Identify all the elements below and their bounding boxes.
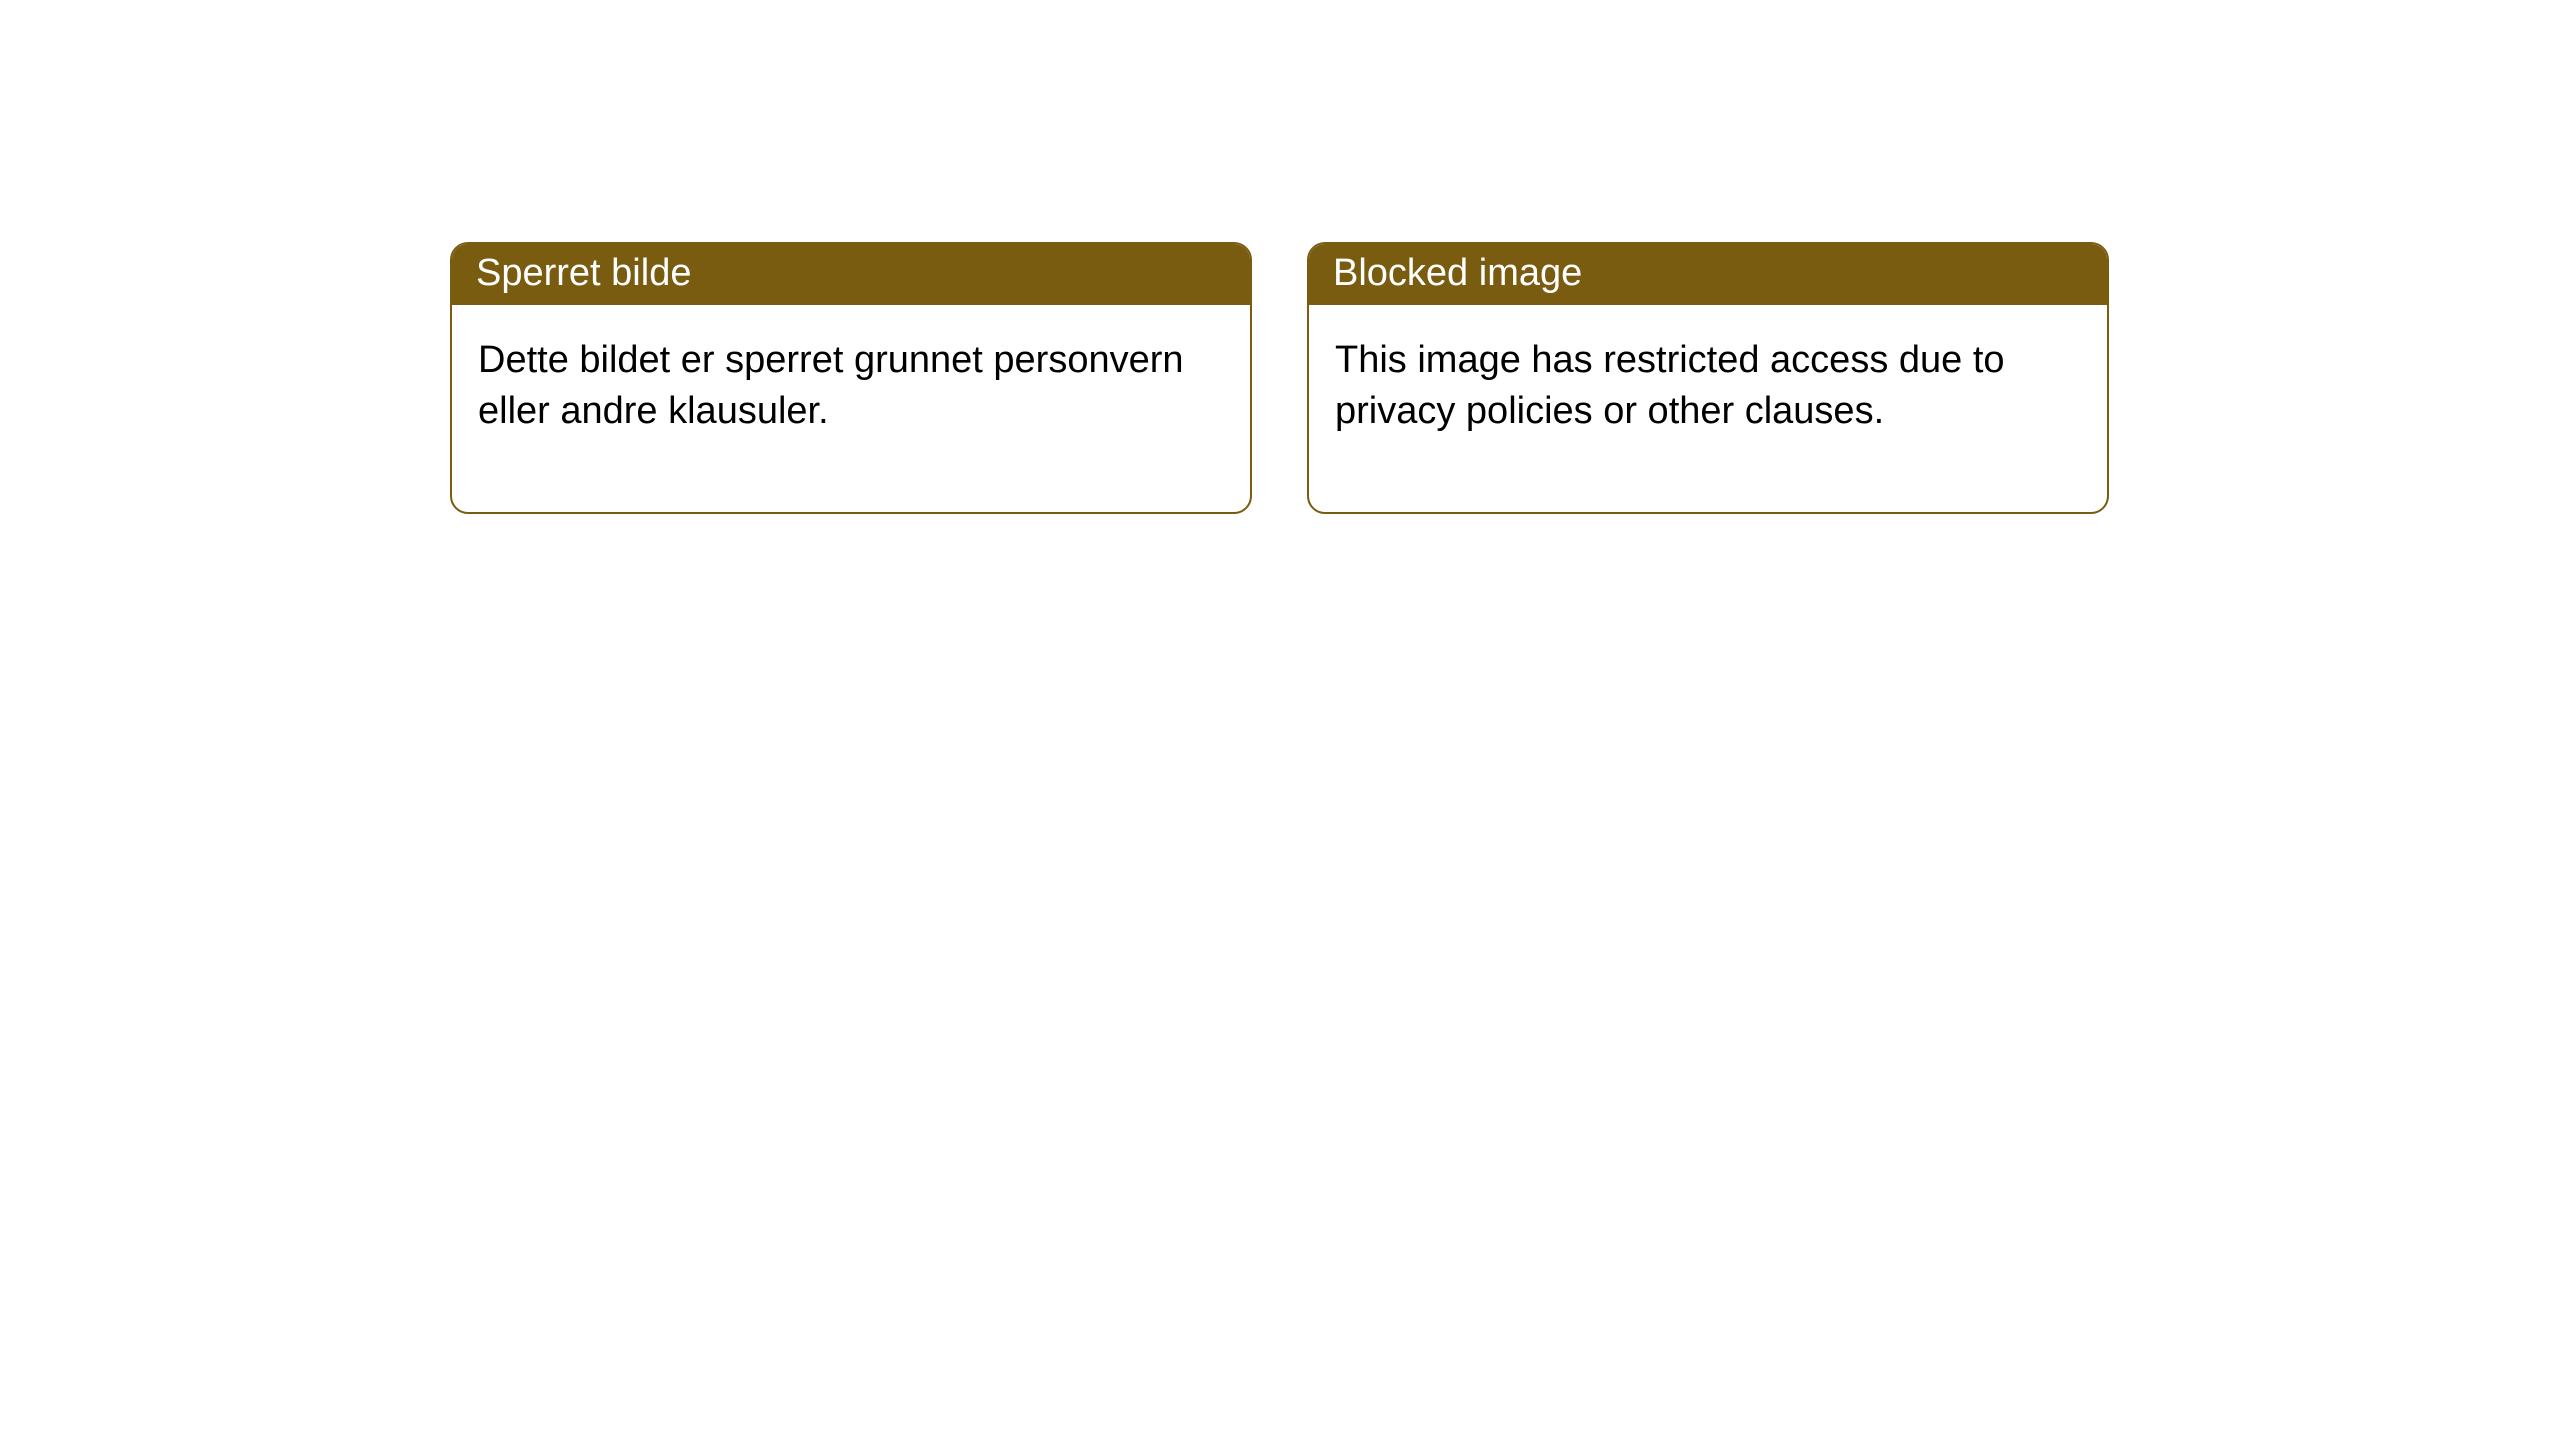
notice-body: This image has restricted access due to … bbox=[1309, 305, 2107, 512]
notice-container: Sperret bilde Dette bildet er sperret gr… bbox=[0, 0, 2560, 514]
notice-header: Sperret bilde bbox=[452, 244, 1250, 305]
notice-header: Blocked image bbox=[1309, 244, 2107, 305]
notice-card-english: Blocked image This image has restricted … bbox=[1307, 242, 2109, 514]
notice-body: Dette bildet er sperret grunnet personve… bbox=[452, 305, 1250, 512]
notice-card-norwegian: Sperret bilde Dette bildet er sperret gr… bbox=[450, 242, 1252, 514]
